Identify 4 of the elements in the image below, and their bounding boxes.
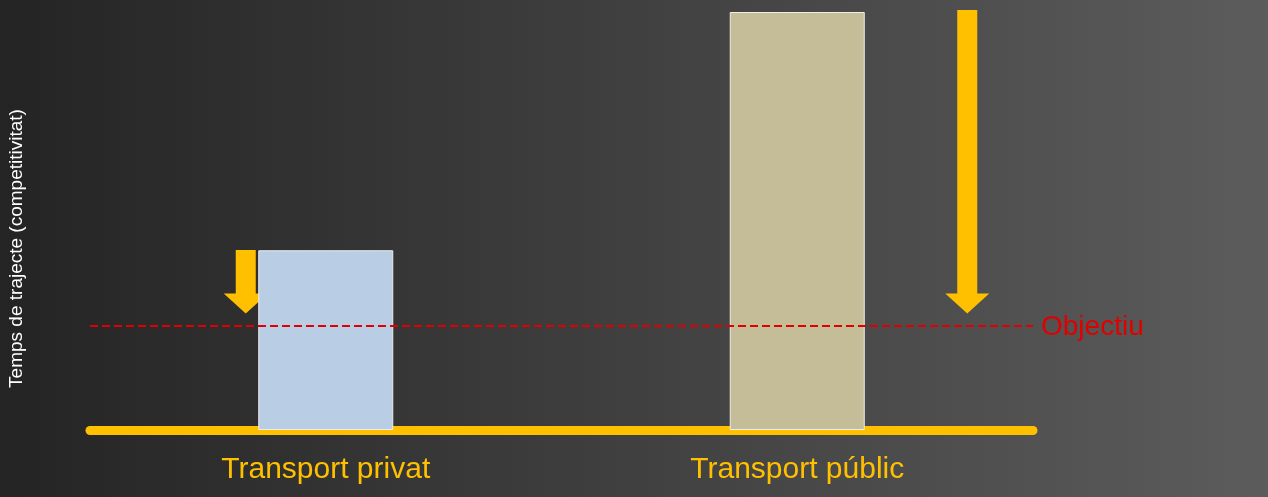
- x-tick-label: Transport públic: [690, 450, 905, 484]
- x-tick-label: Transport privat: [221, 450, 431, 484]
- ref-line-label: Objectiu: [1041, 310, 1144, 341]
- y-axis-title: Temps de trajecte (competitivitat): [5, 109, 26, 388]
